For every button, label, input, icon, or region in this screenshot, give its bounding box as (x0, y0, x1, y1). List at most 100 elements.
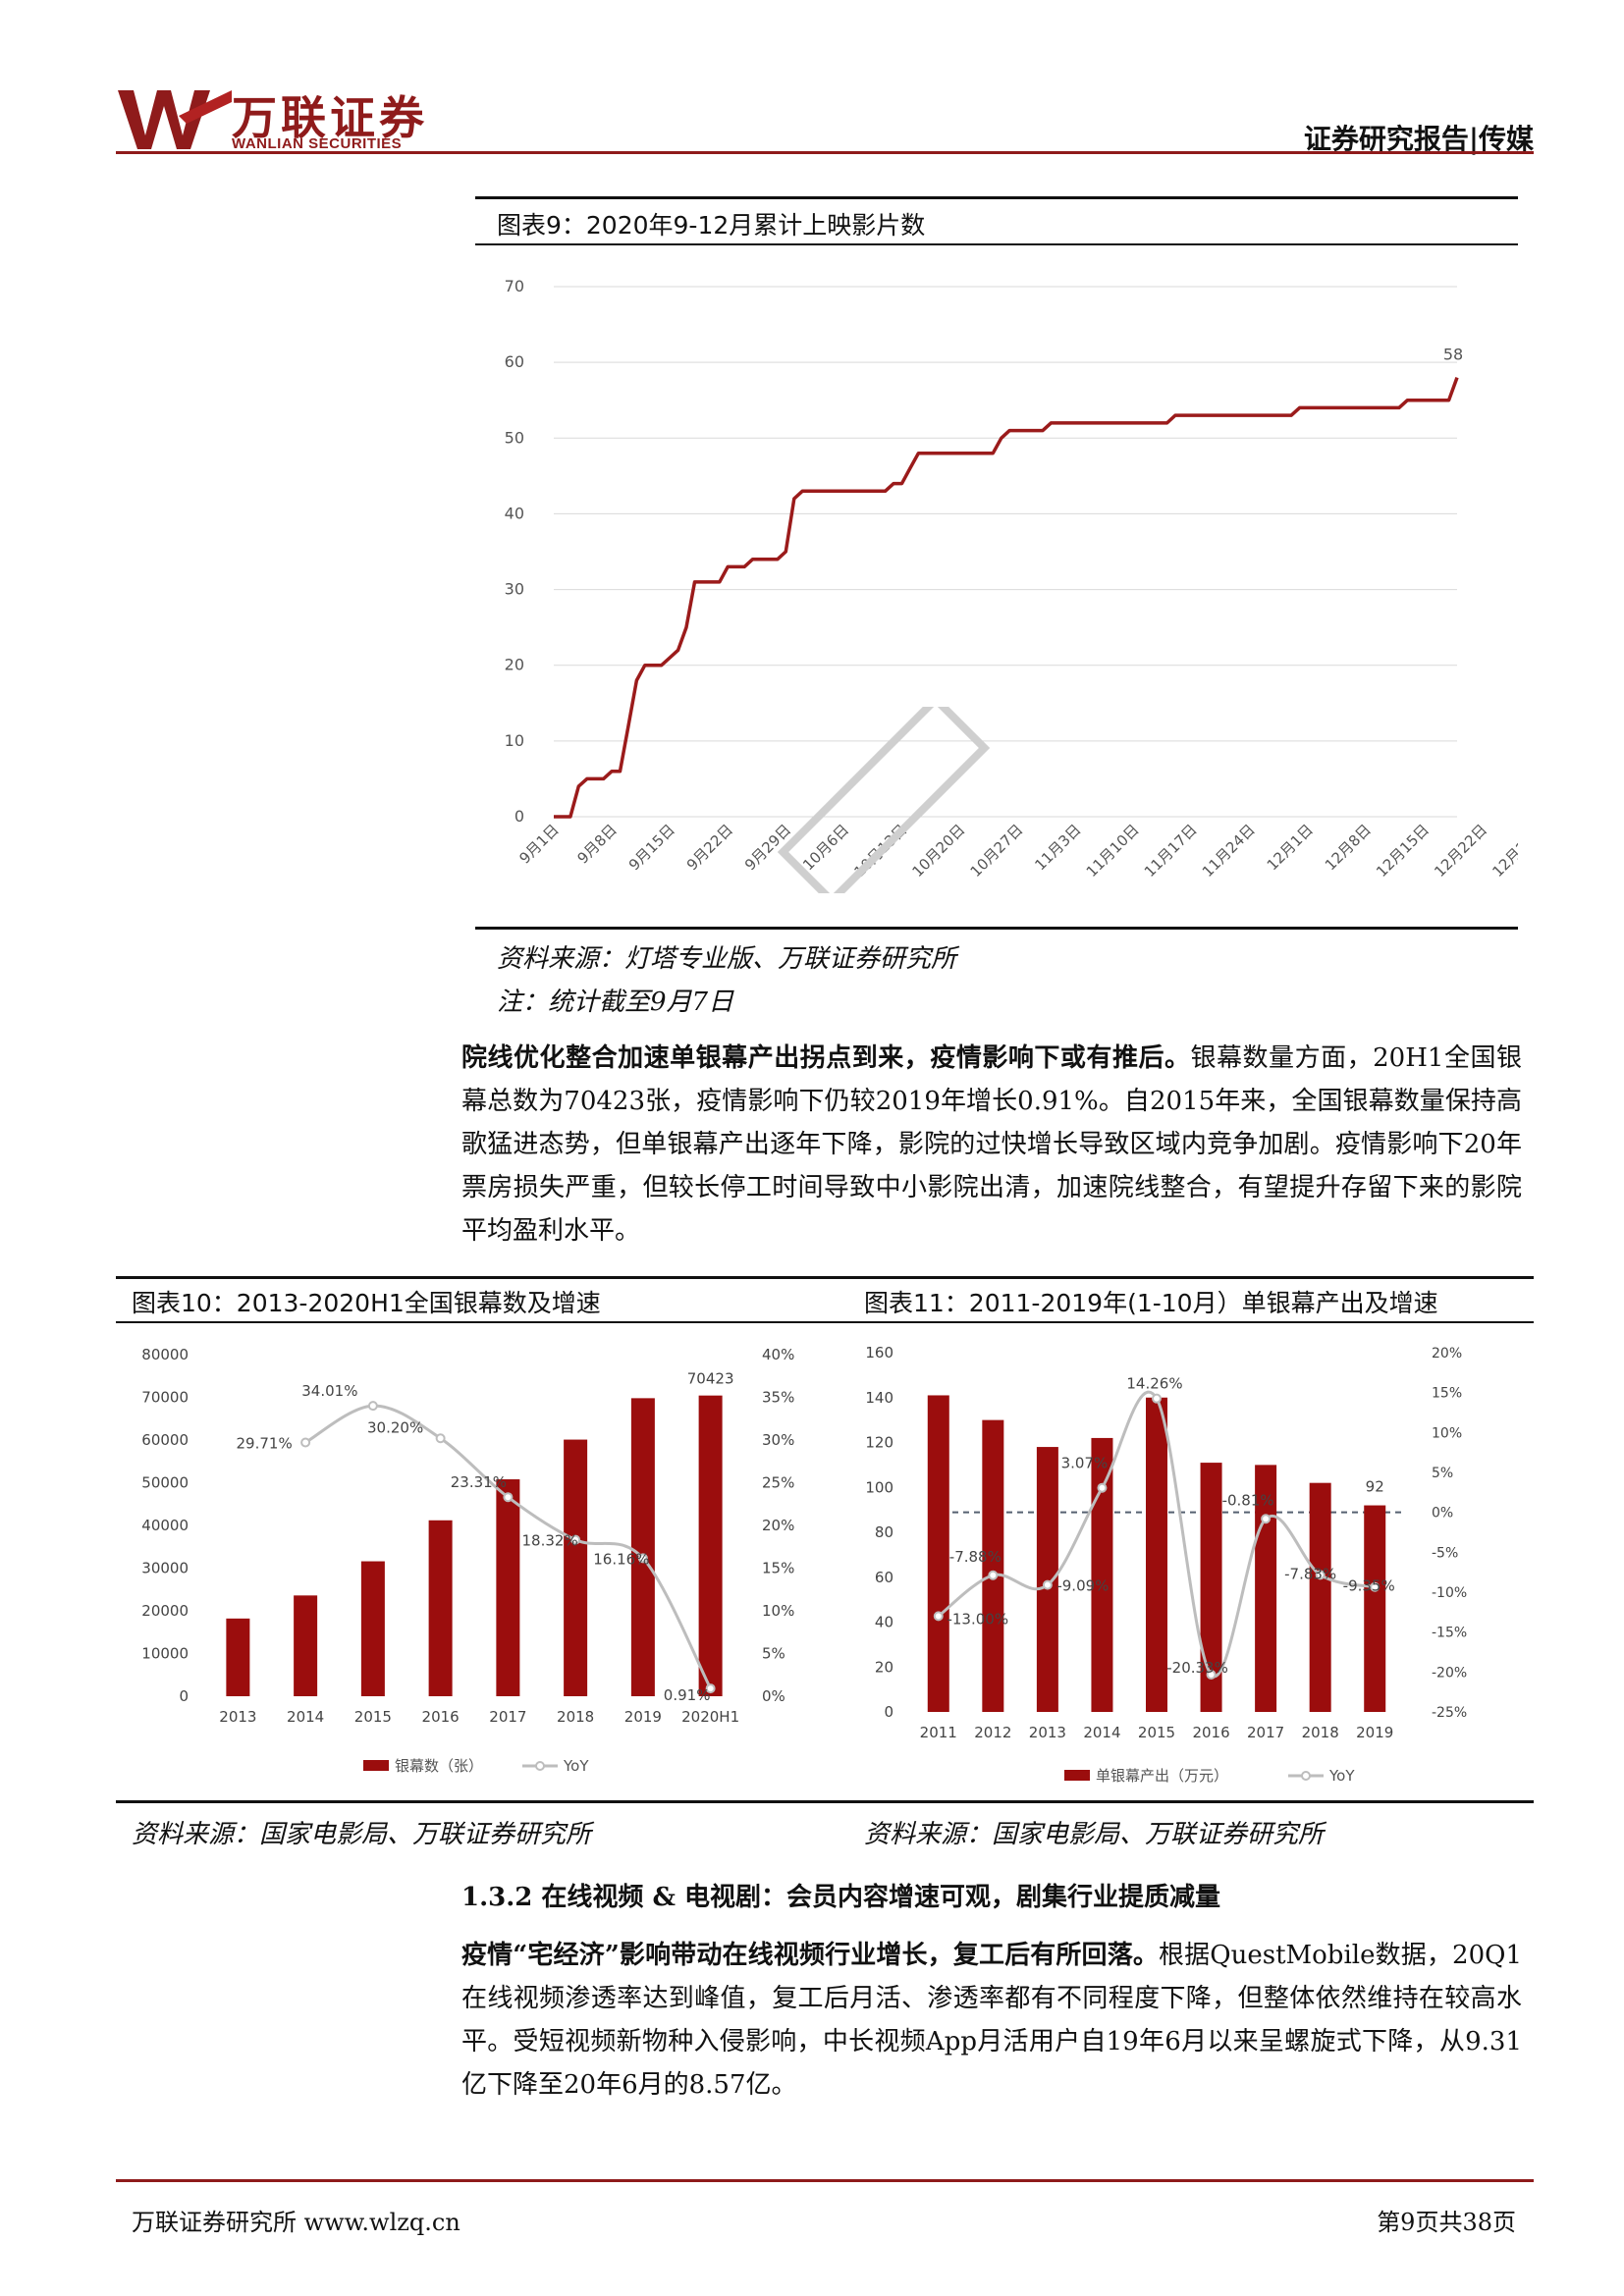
fig11-legend-line-label: YoY (1328, 1767, 1355, 1785)
fig9-xtick-label: 11月10日 (1083, 821, 1143, 881)
fig10-yoy-point (301, 1439, 309, 1447)
fig10-legend: 银幕数（张） YoY (363, 1757, 589, 1775)
fig10-yleft-label: 0 (179, 1687, 189, 1705)
fig11-yleft-label: 60 (875, 1569, 893, 1586)
fig11-legend-bar-swatch (1064, 1770, 1090, 1781)
fig9-ytick-label: 50 (505, 428, 524, 447)
footer-page-number: 第9页共38页 (1377, 2203, 1516, 2237)
fig9-xtick-label: 9月8日 (573, 821, 620, 867)
dual-figure-title-rule (116, 1321, 1534, 1323)
fig11-bar-line-chart: 0 20 40 60 80 100 120 140 160 -25% -20% -15% -10% -5… (852, 1327, 1534, 1798)
section-heading-online-video: 1.3.2 在线视频 & 电视剧：会员内容增速可观，剧集行业提质减量 (461, 1877, 1220, 1913)
fig10-yleft-label: 60000 (141, 1431, 189, 1449)
fig11-yoy-label: -13.00% (947, 1610, 1008, 1628)
fig10-yoy-label: 23.31% (451, 1473, 507, 1491)
fig10-xtick-label: 2015 (354, 1708, 392, 1726)
fig9-xtick: 9月1日 (515, 821, 562, 867)
fig11-legend-bar-label: 单银幕产出（万元） (1096, 1767, 1228, 1785)
fig11-yoy-label: 14.26% (1126, 1375, 1182, 1393)
fig10-bar (361, 1562, 385, 1696)
fig10-yoy-label: 30.20% (367, 1418, 423, 1436)
fig9-ytick-label: 0 (514, 807, 524, 826)
fig10-yright-label: 25% (762, 1474, 794, 1492)
fig10-yoy-label: 29.71% (237, 1435, 293, 1453)
fig9-ytick-label: 40 (505, 504, 524, 522)
fig11-yoy-label: -9.35% (1343, 1577, 1395, 1595)
fig9-xtick-label: 12月8日 (1322, 821, 1375, 874)
fig9-source: 资料来源：灯塔专业版、万联证券研究所 (497, 938, 956, 975)
fig10-yright-label: 35% (762, 1389, 794, 1407)
fig10-bar (226, 1619, 249, 1696)
fig11-yright-label: 10% (1432, 1425, 1462, 1441)
fig11-xtick-label: 2019 (1356, 1724, 1393, 1741)
logo-english-name: WANLIAN SECURITIES (232, 135, 402, 152)
fig9-xtick: 12月22日 (1431, 821, 1490, 881)
fig11-xtick-label: 2014 (1083, 1724, 1120, 1741)
fig10-legend-line-label: YoY (563, 1757, 589, 1775)
fig10-yright-label: 40% (762, 1346, 794, 1363)
fig9-ytick-label: 60 (505, 352, 524, 371)
header-divider (116, 151, 1534, 154)
fig11-source: 资料来源：国家电影局、万联证券研究所 (864, 1814, 1324, 1850)
fig10-yoy-label: 34.01% (301, 1382, 357, 1400)
fig11-yoy-point (1262, 1515, 1270, 1522)
fig11-bar (1310, 1483, 1331, 1712)
fig10-yoy-label: 16.16% (593, 1550, 649, 1568)
fig9-xtick-label: 12月22日 (1431, 821, 1490, 881)
fig9-xtick: 12月1日 (1264, 821, 1317, 874)
fig11-yoy-label: -7.83% (1284, 1565, 1336, 1582)
fig10-bar (631, 1398, 655, 1696)
fig11-yleft-label: 120 (865, 1434, 893, 1452)
fig10-bar (429, 1521, 453, 1696)
fig9-xtick: 9月22日 (683, 821, 736, 874)
fig10-bar (564, 1440, 587, 1696)
fig9-xtick: 9月15日 (625, 821, 678, 874)
fig10-bar (699, 1396, 723, 1696)
fig10-yleft-label: 40000 (141, 1517, 189, 1534)
fig9-xtick: 12月15日 (1373, 821, 1433, 881)
fig11-yoy-point (1044, 1581, 1052, 1589)
fig11-yleft-label: 160 (865, 1344, 893, 1362)
fig11-title: 图表11：2011-2019年(1-10月）单银幕产出及增速 (864, 1284, 1438, 1319)
fig10-yright-label: 15% (762, 1560, 794, 1577)
paragraph-online-video: 疫情“宅经济”影响带动在线视频行业增长，复工后有所回落。根据QuestMobil… (461, 1934, 1522, 2107)
fig9-xtick: 9月8日 (573, 821, 620, 867)
fig10-xtick-label: 2013 (219, 1708, 256, 1726)
fig10-yoy-point (437, 1434, 445, 1442)
fig9-xtick-label: 9月22日 (683, 821, 736, 874)
fig9-ytick-label: 10 (505, 731, 524, 750)
fig9-bottom-rule (475, 927, 1518, 930)
fig10-yoy-point (369, 1402, 377, 1410)
fig11-yoy-label: 3.07% (1061, 1455, 1109, 1472)
fig9-xtick: 12月29日 (1489, 821, 1518, 881)
fig9-xtick-label: 11月3日 (1031, 821, 1084, 874)
fig10-yleft-label: 80000 (141, 1346, 189, 1363)
fig9-title: 图表9：2020年9-12月累计上映影片数 (497, 206, 925, 241)
footer-divider (116, 2179, 1534, 2182)
fig11-xtick-label: 2012 (974, 1724, 1011, 1741)
fig11-yoy-point (1153, 1395, 1161, 1403)
fig10-yoy-point (504, 1493, 512, 1501)
fig11-yoy-point (935, 1612, 943, 1620)
footer-institute: 万联证券研究所 www.wlzq.cn (132, 2203, 460, 2237)
fig9-xtick: 11月3日 (1031, 821, 1084, 874)
fig11-xtick-label: 2013 (1029, 1724, 1066, 1741)
fig9-ytick-label: 30 (505, 580, 524, 599)
fig11-yright-label: -20% (1432, 1665, 1467, 1681)
fig9-end-value-label: 58 (1443, 346, 1463, 364)
fig11-xtick-label: 2015 (1138, 1724, 1175, 1741)
fig9-xtick: 11月24日 (1199, 821, 1259, 881)
fig9-xtick-label: 11月17日 (1141, 821, 1201, 881)
fig10-yoy-label: 18.32% (522, 1532, 578, 1550)
fig9-xtick-label: 12月29日 (1489, 821, 1518, 881)
fig9-xtick-label: 12月1日 (1264, 821, 1317, 874)
fig11-yoy-label: -20.33% (1166, 1659, 1228, 1677)
fig11-xtick-label: 2018 (1302, 1724, 1339, 1741)
fig11-xtick-label: 2017 (1247, 1724, 1284, 1741)
fig10-xtick-label: 2019 (624, 1708, 662, 1726)
paragraph-lead: 疫情“宅经济”影响带动在线视频行业增长，复工后有所回落。 (461, 1941, 1159, 1970)
fig11-yoy-label: -9.09% (1056, 1577, 1109, 1595)
fig11-yright-label: 20% (1432, 1346, 1462, 1362)
fig9-ytick-label: 20 (505, 656, 524, 674)
fig10-yleft-label: 10000 (141, 1645, 189, 1663)
